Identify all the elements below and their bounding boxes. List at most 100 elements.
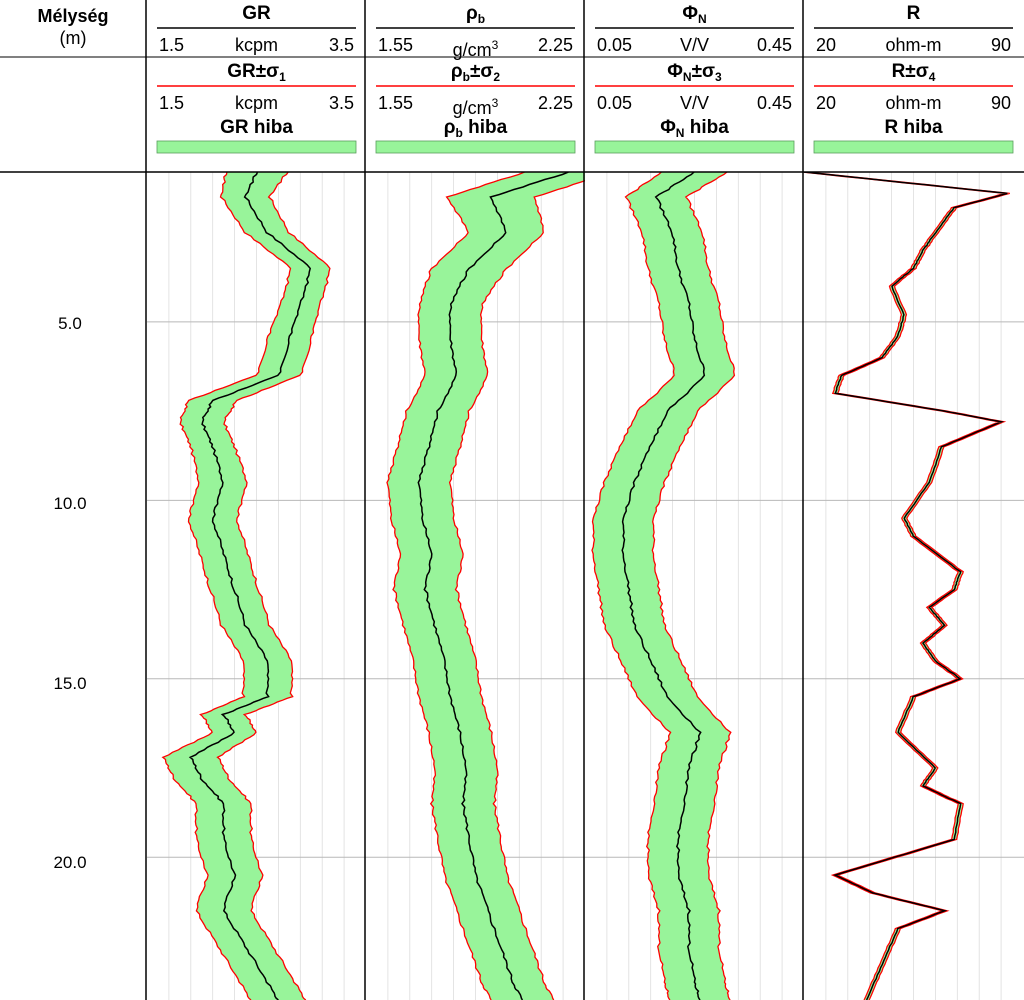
scale-unit-text: ohm-m (885, 35, 942, 55)
uncertainty-sigma-subscript: 4 (928, 70, 936, 84)
track-title: R (804, 4, 1023, 24)
depth-title: Mélység (37, 6, 109, 26)
track-title-symbol: GR (242, 3, 271, 24)
header-error-swatch (375, 140, 576, 154)
depth-tick-label: 5.0 (58, 314, 82, 333)
track-error-title: ρb hiba (366, 118, 585, 143)
track-error-title: GR hiba (147, 118, 366, 138)
scale-unit: V/V (585, 93, 804, 113)
header-error-swatch (156, 140, 357, 154)
scale-max: 3.5 (328, 93, 354, 113)
scale-unit-text: g/cm (452, 40, 492, 60)
error-word: hiba (903, 117, 943, 138)
header-error-swatch (594, 140, 795, 154)
track-uncertainty-title: ΦN±σ3 (585, 62, 804, 87)
track-title: GR (147, 4, 366, 24)
uncertainty-band (592, 172, 735, 1000)
uncertainty-sigma: ±σ (469, 61, 494, 82)
lower-bound-line (591, 172, 675, 1000)
uncertainty-symbol: ρ (450, 61, 463, 82)
scale-unit: ohm-m (804, 35, 1023, 55)
upper-bound-line (651, 172, 736, 1000)
scale-unit-text: V/V (679, 35, 709, 55)
scale-max: 0.45 (756, 93, 792, 113)
track-curve-group (161, 172, 331, 1000)
track-error-title: ΦN hiba (585, 118, 804, 143)
track-title-subscript: N (697, 12, 707, 26)
scale-max: 0.45 (756, 35, 792, 55)
measured-curve (417, 172, 569, 1000)
scale-unit-text: kcpm (234, 93, 278, 113)
upper-bound-line (806, 172, 1010, 1000)
error-word: hiba (253, 117, 293, 138)
lower-bound-line (161, 172, 292, 1000)
track-title-symbol: ρ (465, 3, 478, 24)
scale-min: 20 (816, 93, 837, 113)
scale-unit-text: kcpm (234, 35, 278, 55)
grid-layer (147, 172, 1024, 1000)
upper-bound-line (216, 172, 331, 1000)
scale-unit: kcpm (147, 35, 366, 55)
uncertainty-sigma: ±σ (905, 61, 929, 82)
scale-unit-text: g/cm (452, 98, 492, 118)
error-word: hiba (689, 117, 729, 138)
scale-min: 1.5 (159, 35, 185, 55)
scale-unit-superscript: 3 (491, 96, 499, 110)
depth-tick-label: 15.0 (53, 674, 87, 693)
scale-unit-text: V/V (679, 93, 709, 113)
track-title: ρb (366, 4, 585, 29)
scale-max: 90 (990, 35, 1011, 55)
uncertainty-symbol: GR (227, 61, 256, 82)
scale-unit: V/V (585, 35, 804, 55)
scale-unit: ohm-m (804, 93, 1023, 113)
header-error-swatch (813, 140, 1014, 154)
lower-bound-line (804, 172, 1005, 1000)
error-symbol-subscript: b (455, 126, 463, 140)
track-curve-group (804, 172, 1010, 1000)
scale-max: 2.25 (537, 93, 573, 113)
track-title-symbol: R (906, 3, 921, 24)
uncertainty-sigma: ±σ (691, 61, 716, 82)
uncertainty-symbol-subscript: b (462, 70, 470, 84)
error-symbol: GR (220, 117, 249, 138)
scale-min: 0.05 (597, 35, 633, 55)
scale-max: 90 (990, 93, 1011, 113)
track-curve-group (386, 172, 585, 1000)
scale-max: 2.25 (537, 35, 573, 55)
scale-max: 3.5 (328, 35, 354, 55)
uncertainty-sigma-subscript: 2 (493, 70, 501, 84)
scale-unit-text: ohm-m (885, 93, 942, 113)
scale-unit: g/cm3 (366, 35, 585, 60)
error-symbol: ρ (443, 117, 456, 138)
uncertainty-band (162, 172, 330, 1000)
scale-unit: g/cm3 (366, 93, 585, 118)
track-error-title: R hiba (804, 118, 1023, 138)
uncertainty-sigma: ±σ (255, 61, 280, 82)
error-symbol-subscript: N (675, 126, 685, 140)
measured-curve (804, 172, 1008, 1000)
uncertainty-sigma-subscript: 1 (279, 70, 286, 84)
scale-min: 0.05 (597, 93, 633, 113)
measured-curve (621, 172, 706, 1000)
track-title: ΦN (585, 4, 804, 29)
scale-min: 1.5 (159, 93, 185, 113)
tracks-layer (161, 172, 1010, 1000)
uncertainty-sigma-subscript: 3 (715, 70, 722, 84)
track-uncertainty-title: ρb±σ2 (366, 62, 585, 87)
measured-curve (188, 172, 312, 1000)
scale-min: 1.55 (378, 93, 414, 113)
uncertainty-symbol-subscript: N (682, 70, 692, 84)
uncertainty-band (387, 172, 585, 1000)
track-curve-group (591, 172, 736, 1000)
uncertainty-symbol: Φ (667, 61, 683, 82)
lower-bound-line (386, 172, 525, 1000)
depth-tick-label: 10.0 (53, 494, 87, 513)
error-symbol: R (884, 117, 899, 138)
scale-unit: kcpm (147, 93, 366, 113)
upper-bound-line (448, 180, 585, 1000)
track-title-symbol: Φ (682, 3, 698, 24)
scale-min: 20 (816, 35, 837, 55)
scale-unit-superscript: 3 (491, 38, 499, 52)
